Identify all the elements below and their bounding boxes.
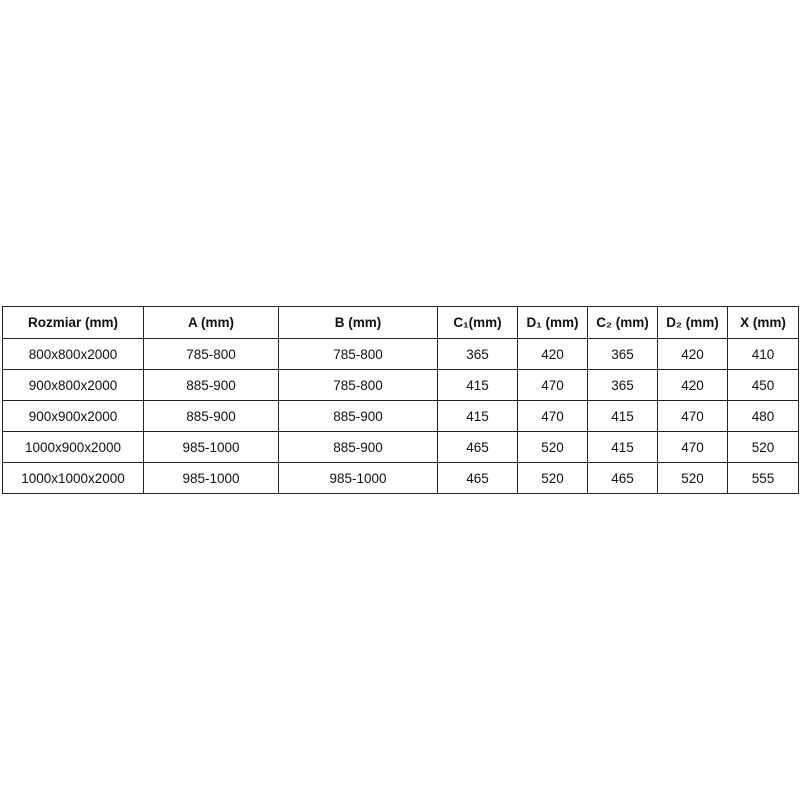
table-row: 1000x1000x2000 985-1000 985-1000 465 520 465 5… [2, 462, 799, 494]
dimensions-table: Rozmiar (mm) A (mm) B (mm) C₁(mm) D₁ (mm) C₂ … [2, 306, 799, 494]
table-cell: 885-900 [278, 400, 438, 432]
table-row: 900x900x2000 885-900 885-900 415 470 415 470 48… [2, 400, 799, 432]
table-cell: 415 [587, 400, 658, 432]
table-cell: 415 [587, 431, 658, 463]
table-cell: 885-900 [143, 400, 279, 432]
table-cell: 520 [517, 462, 588, 494]
column-header: D₁ (mm) [517, 306, 588, 339]
column-header: A (mm) [143, 306, 279, 339]
table-cell: 785-800 [278, 338, 438, 370]
table-cell: 365 [587, 338, 658, 370]
table-cell: 555 [727, 462, 799, 494]
table-cell: 985-1000 [143, 431, 279, 463]
column-header: B (mm) [278, 306, 438, 339]
table-cell: 470 [657, 400, 728, 432]
table-cell: 520 [657, 462, 728, 494]
table-row: 900x800x2000 885-900 785-800 415 470 365 420 45… [2, 369, 799, 401]
table-cell: 365 [437, 338, 518, 370]
table-cell: 800x800x2000 [2, 338, 144, 370]
table-cell: 465 [587, 462, 658, 494]
table-cell: 470 [517, 400, 588, 432]
table-cell: 415 [437, 400, 518, 432]
table-cell: 520 [517, 431, 588, 463]
table-cell: 465 [437, 462, 518, 494]
table-cell: 885-900 [278, 431, 438, 463]
column-header: C₁(mm) [437, 306, 518, 339]
table-cell: 450 [727, 369, 799, 401]
table-cell: 465 [437, 431, 518, 463]
table-cell: 885-900 [143, 369, 279, 401]
table-cell: 1000x1000x2000 [2, 462, 144, 494]
table-cell: 900x900x2000 [2, 400, 144, 432]
table-cell: 480 [727, 400, 799, 432]
table-cell: 410 [727, 338, 799, 370]
table-cell: 470 [517, 369, 588, 401]
table-cell: 785-800 [278, 369, 438, 401]
column-header: Rozmiar (mm) [2, 306, 144, 339]
header-row: Rozmiar (mm) A (mm) B (mm) C₁(mm) D₁ (mm) C₂ … [2, 306, 799, 339]
table-cell: 420 [657, 338, 728, 370]
column-header: X (mm) [727, 306, 799, 339]
table-cell: 785-800 [143, 338, 279, 370]
table-cell: 470 [657, 431, 728, 463]
table-cell: 985-1000 [278, 462, 438, 494]
column-header: D₂ (mm) [657, 306, 728, 339]
table-row: 1000x900x2000 985-1000 885-900 465 520 415 470… [2, 431, 799, 463]
table-cell: 985-1000 [143, 462, 279, 494]
table-cell: 415 [437, 369, 518, 401]
table-cell: 420 [657, 369, 728, 401]
table-row: 800x800x2000 785-800 785-800 365 420 365 420 41… [2, 338, 799, 370]
table-cell: 365 [587, 369, 658, 401]
table-cell: 900x800x2000 [2, 369, 144, 401]
table-cell: 1000x900x2000 [2, 431, 144, 463]
table-cell: 420 [517, 338, 588, 370]
table-cell: 520 [727, 431, 799, 463]
column-header: C₂ (mm) [587, 306, 658, 339]
